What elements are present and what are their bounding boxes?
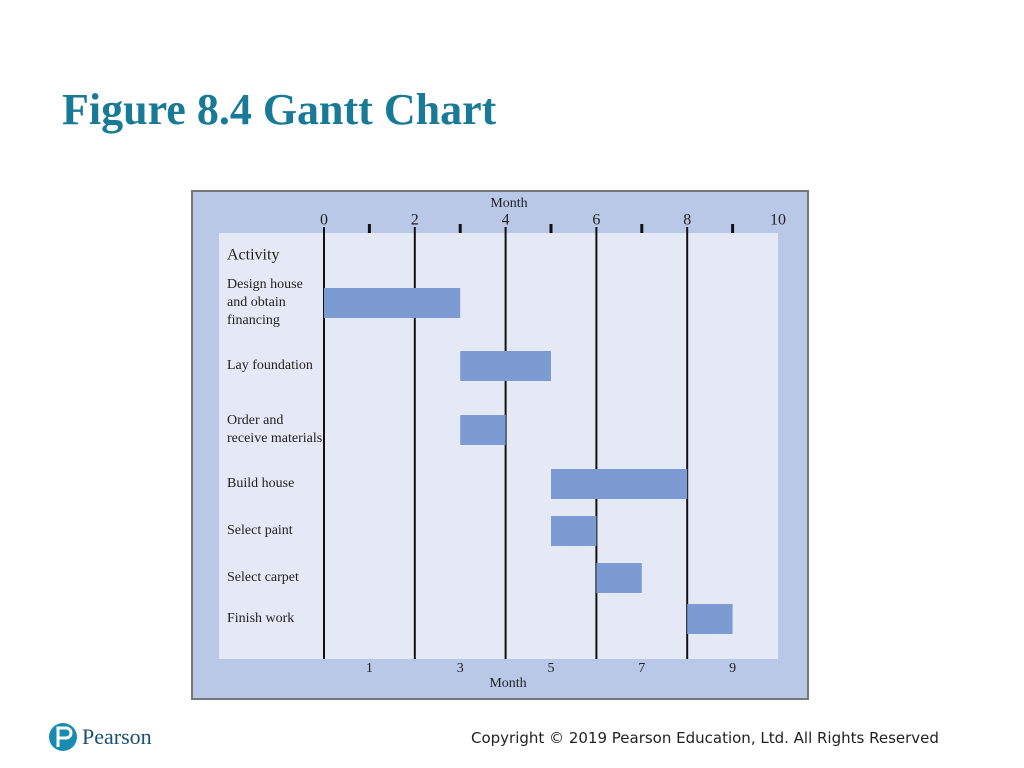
brand: Pearson <box>82 724 152 749</box>
x2-tick-label: 1 <box>366 661 373 676</box>
x-tick-label: 0 <box>320 212 328 229</box>
category-label: Lay foundation <box>227 358 313 373</box>
category-label: Select carpet <box>227 570 299 585</box>
x2-tick-label: 5 <box>548 661 555 676</box>
bar <box>551 516 597 546</box>
x-axis-title: Month <box>490 196 527 211</box>
x-tick-label: 8 <box>683 212 691 229</box>
x-tick-label: 4 <box>502 212 510 229</box>
bar <box>687 604 733 634</box>
category-header: Activity <box>227 247 279 264</box>
slide-title: Figure 8.4 Gantt Chart <box>62 85 497 134</box>
x2-axis-title: Month <box>489 676 526 691</box>
bar <box>460 351 551 381</box>
bar <box>324 288 461 318</box>
bar <box>460 415 506 445</box>
bar <box>551 469 688 499</box>
x2-tick-label: 7 <box>638 661 645 676</box>
bar <box>596 563 642 593</box>
category-label: Finish work <box>227 611 295 626</box>
x2-tick-label: 3 <box>457 661 464 676</box>
x-tick-label: 10 <box>770 212 786 229</box>
x2-tick-label: 9 <box>729 661 736 676</box>
category-label: Select paint <box>227 523 293 538</box>
x-tick-label: 2 <box>411 212 419 229</box>
category-label: Build house <box>227 476 295 491</box>
category-label: Design house and obtain financing <box>227 277 303 328</box>
x-tick-label: 6 <box>592 212 600 229</box>
logo-mark <box>56 726 73 747</box>
category-label: Order and receive materials <box>227 413 323 446</box>
plot-area <box>219 233 778 659</box>
copyright: Copyright © 2019 Pearson Education, Ltd.… <box>471 729 939 747</box>
